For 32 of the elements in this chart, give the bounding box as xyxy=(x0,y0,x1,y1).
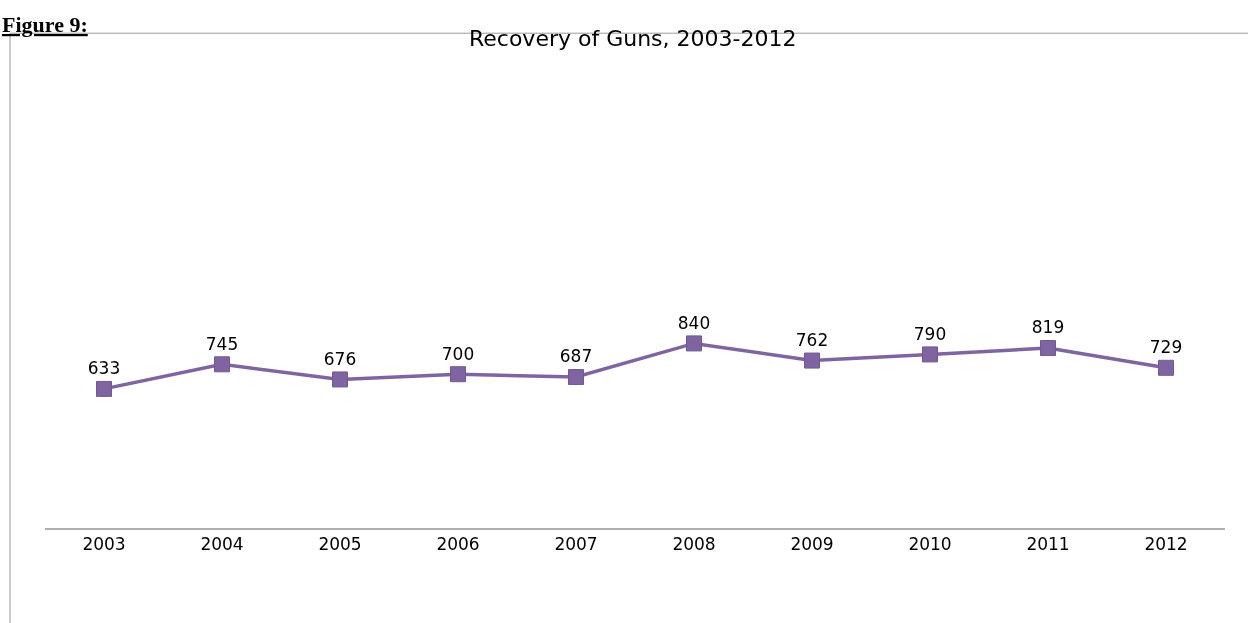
data-label: 790 xyxy=(913,323,947,344)
point xyxy=(804,352,820,369)
data-label: 700 xyxy=(441,343,475,364)
x-tick-label: 2005 xyxy=(318,534,362,555)
x-tick-label: 2006 xyxy=(436,534,480,555)
point xyxy=(450,366,466,383)
point xyxy=(1158,359,1174,376)
x-tick-label: 2011 xyxy=(1026,534,1070,555)
point xyxy=(214,356,230,373)
x-tick-label: 2009 xyxy=(790,534,834,555)
x-tick-label: 2010 xyxy=(908,534,952,555)
x-tick-label: 2008 xyxy=(672,534,716,555)
point xyxy=(922,346,938,363)
data-label: 729 xyxy=(1149,337,1183,358)
data-label: 745 xyxy=(205,333,239,354)
data-label: 687 xyxy=(559,346,593,367)
point xyxy=(568,369,584,386)
x-tick-label: 2004 xyxy=(200,534,244,555)
data-label: 633 xyxy=(87,358,121,379)
data-label: 676 xyxy=(323,348,357,369)
x-tick-label: 2003 xyxy=(82,534,126,555)
x-tick-label: 2012 xyxy=(1144,534,1188,555)
data-label: 819 xyxy=(1031,317,1065,338)
point xyxy=(1040,340,1056,357)
point xyxy=(686,335,702,352)
data-label: 762 xyxy=(795,329,829,350)
data-label: 840 xyxy=(677,312,711,333)
caption: Figure 9: xyxy=(2,12,88,37)
x-tick-label: 2007 xyxy=(554,534,598,555)
point xyxy=(96,380,112,397)
point xyxy=(332,371,348,388)
chart-title: Recovery of Guns, 2003-2012 xyxy=(468,25,797,51)
